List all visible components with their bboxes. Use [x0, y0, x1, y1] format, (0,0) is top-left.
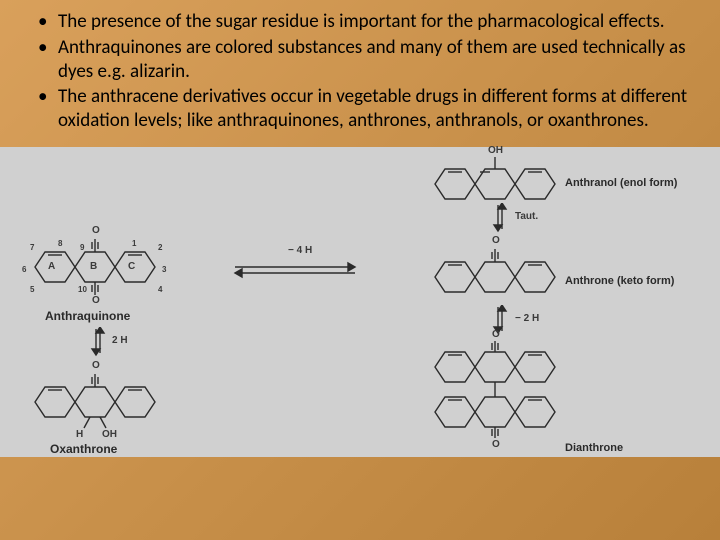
o-dian-bot: O — [492, 439, 500, 450]
chemistry-diagram: A B C O O 8 7 6 5 1 2 3 4 9 10 Anthraqui… — [0, 147, 720, 457]
pos-5: 5 — [30, 285, 34, 294]
ring-label-b: B — [90, 261, 97, 272]
bullet-text-area: The presence of the sugar residue is imp… — [0, 0, 720, 143]
bullet-item-1: The presence of the sugar residue is imp… — [30, 10, 690, 34]
o-dian-top: O — [492, 329, 500, 340]
bullet-list: The presence of the sugar residue is imp… — [30, 10, 690, 133]
pos-1: 1 — [132, 239, 136, 248]
o-top-aq: O — [92, 225, 100, 236]
pos-7: 7 — [30, 243, 34, 252]
pos-4: 4 — [158, 285, 162, 294]
oxanthrone-label: Oxanthrone — [50, 442, 117, 456]
oh-ox: OH — [102, 429, 117, 440]
label-minus4h: − 4 H — [288, 245, 312, 256]
ring-label-a: A — [48, 261, 55, 272]
arrow-taut — [490, 203, 510, 233]
dianthrone-label: Dianthrone — [565, 442, 623, 454]
label-2h-left: 2 H — [112, 335, 128, 346]
anthranol-label: Anthranol (enol form) — [565, 177, 677, 189]
arrow-horizontal — [230, 259, 360, 279]
pos-3: 3 — [162, 265, 166, 274]
oh-anthranol: OH — [488, 145, 503, 156]
pos-8: 8 — [58, 239, 62, 248]
o-bot-aq: O — [92, 295, 100, 306]
o-anthrone: O — [492, 235, 500, 246]
pos-6: 6 — [22, 265, 26, 274]
pos-2: 2 — [158, 243, 162, 252]
label-minus2h: − 2 H — [515, 313, 539, 324]
pos-10: 10 — [78, 285, 87, 294]
ring-label-c: C — [128, 261, 135, 272]
taut-label: Taut. — [515, 211, 538, 222]
bullet-item-3: The anthracene derivatives occur in vege… — [30, 85, 690, 133]
pos-9: 9 — [80, 243, 84, 252]
anthrone-structure — [420, 237, 590, 307]
bullet-item-2: Anthraquinones are colored substances an… — [30, 36, 690, 84]
anthraquinone-label: Anthraquinone — [45, 309, 130, 323]
o-top-ox: O — [92, 360, 100, 371]
h-ox: H — [76, 429, 83, 440]
dianthrone-structure — [420, 337, 590, 452]
arrow-aq-to-ox — [88, 327, 108, 357]
anthrone-label: Anthrone (keto form) — [565, 275, 674, 287]
